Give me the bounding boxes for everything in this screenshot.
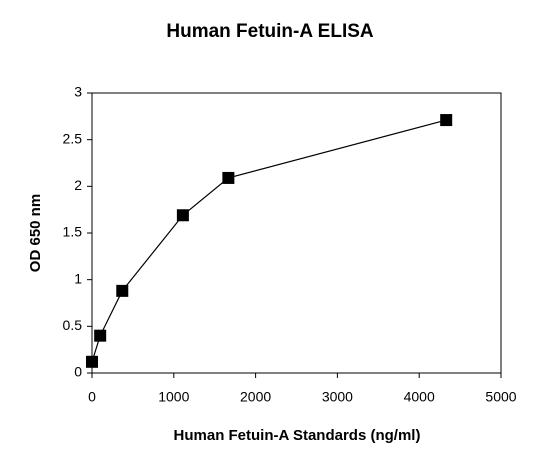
x-axis-label: Human Fetuin-A Standards (ng/ml)	[174, 427, 421, 444]
y-tick-label: 0	[74, 364, 82, 380]
data-point	[94, 329, 107, 342]
data-point	[440, 114, 453, 127]
y-tick-label: 3	[74, 84, 82, 100]
x-tick-label: 4000	[404, 389, 435, 405]
x-tick-label: 3000	[322, 389, 353, 405]
data-point	[222, 171, 235, 184]
y-tick-label: 1.5	[63, 224, 83, 240]
y-tick-label: 2	[74, 177, 82, 193]
y-axis-label: OD 650 nm	[27, 194, 44, 272]
x-tick-label: 0	[88, 389, 96, 405]
data-point	[116, 284, 129, 297]
x-tick-label: 5000	[485, 389, 516, 405]
x-tick-label: 2000	[240, 389, 271, 405]
chart-title: Human Fetuin-A ELISA	[166, 21, 374, 42]
y-tick-label: 0.5	[63, 317, 83, 333]
y-tick-label: 1	[74, 270, 82, 286]
y-tick-label: 2.5	[63, 130, 83, 146]
data-point	[176, 209, 189, 222]
x-tick-label: 1000	[158, 389, 189, 405]
data-point	[86, 355, 98, 368]
